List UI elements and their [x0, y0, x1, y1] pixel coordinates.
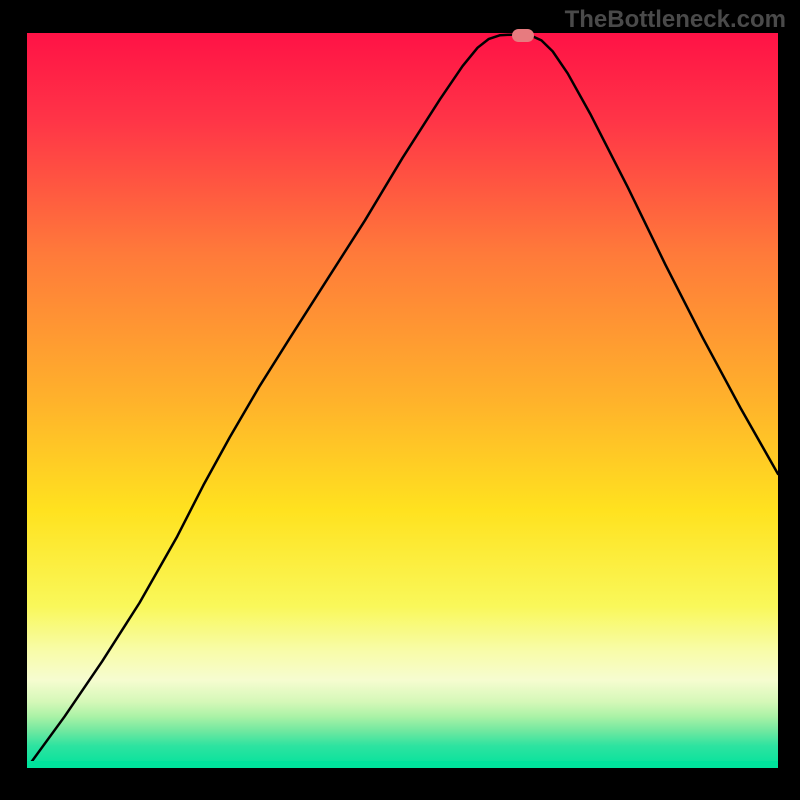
optimal-marker [512, 29, 534, 42]
curve-layer [27, 33, 778, 768]
bottleneck-curve [27, 34, 778, 768]
chart-container: { "chart": { "type": "line", "watermark"… [0, 0, 800, 800]
plot-area [27, 33, 778, 768]
watermark-label: TheBottleneck.com [565, 6, 786, 34]
x-axis-green-band [27, 761, 778, 768]
